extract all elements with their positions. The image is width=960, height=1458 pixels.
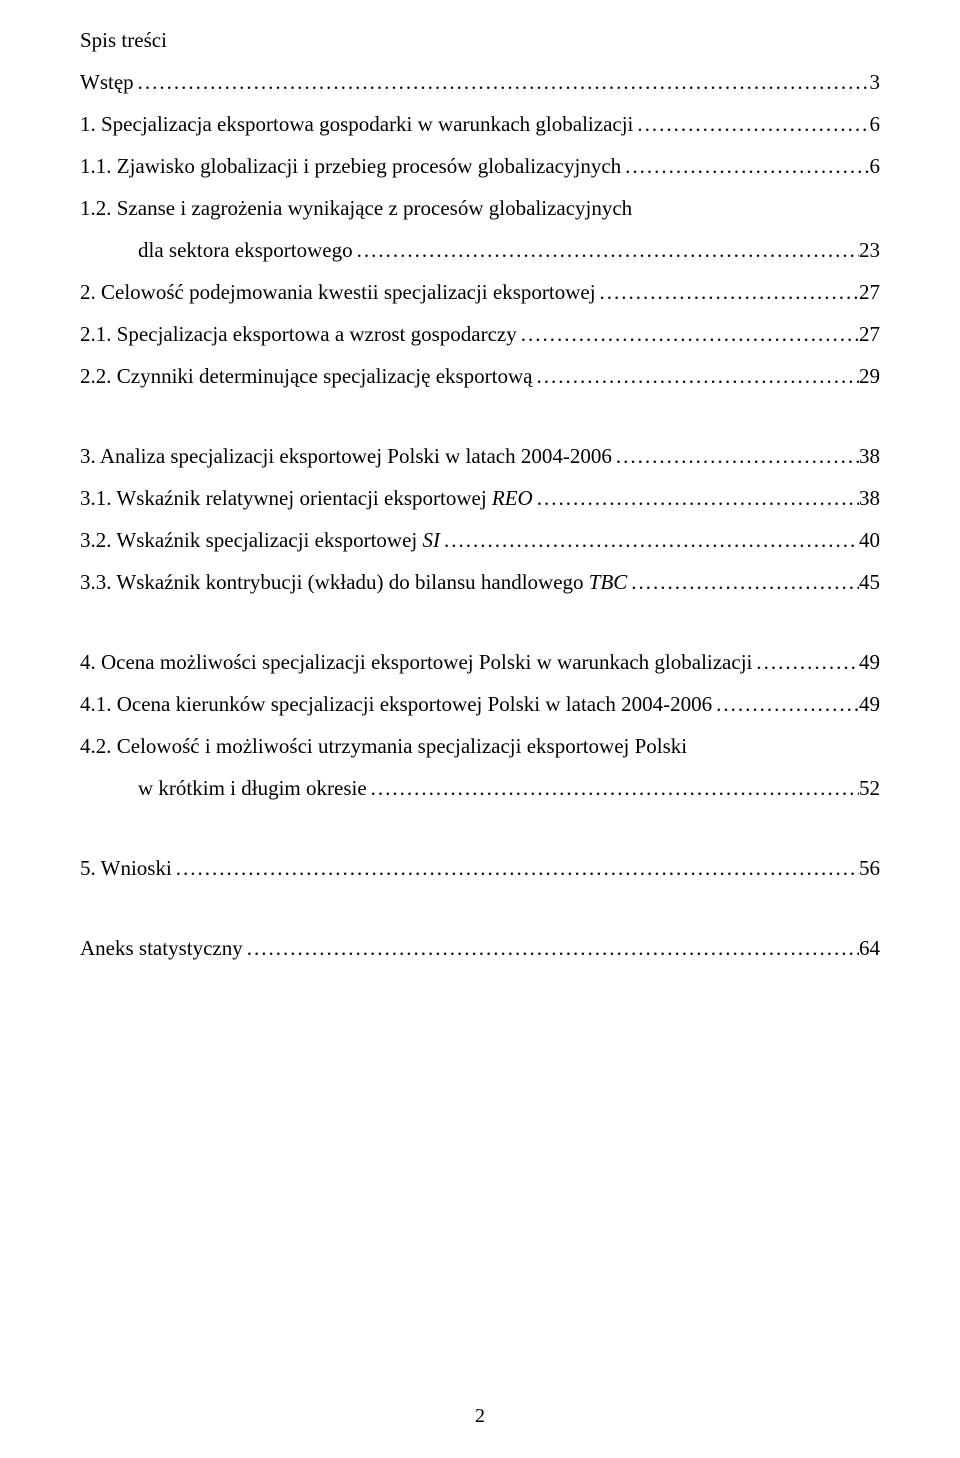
toc-entry: 2.1. Specjalizacja eksportowa a wzrost g… [80, 313, 880, 355]
toc-page-num: 3 [870, 61, 881, 103]
toc-label: w krótkim i długim okresie [138, 767, 367, 809]
toc-label-italic: REO [492, 486, 533, 510]
toc-label: 2. Celowość podejmowania kwestii specjal… [80, 271, 596, 313]
toc-leader-dots [353, 229, 859, 271]
toc-label-text: 3.3. Wskaźnik kontrybucji (wkładu) do bi… [80, 570, 589, 594]
toc-page-num: 49 [859, 641, 880, 683]
toc-label: dla sektora eksportowego [138, 229, 353, 271]
toc-entry: Aneks statystyczny 64 [80, 927, 880, 969]
toc-entry: 5. Wnioski 56 [80, 847, 880, 889]
toc-entry: 1. Specjalizacja eksportowa gospodarki w… [80, 103, 880, 145]
section-gap [80, 809, 880, 847]
section-gap [80, 889, 880, 927]
toc-entry: 4. Ocena możliwości specjalizacji ekspor… [80, 641, 880, 683]
toc-page-num: 52 [859, 767, 880, 809]
toc-label: 3.3. Wskaźnik kontrybucji (wkładu) do bi… [80, 561, 627, 603]
toc-page-num: 38 [859, 477, 880, 519]
toc-page-num: 56 [859, 847, 880, 889]
toc-label-italic: TBC [589, 570, 628, 594]
toc-label: Aneks statystyczny [80, 927, 243, 969]
section-gap [80, 397, 880, 435]
toc-entry: 3.1. Wskaźnik relatywnej orientacji eksp… [80, 477, 880, 519]
toc-leader-dots [533, 355, 860, 397]
toc-label: Wstęp [80, 61, 134, 103]
toc-label-italic: SI [423, 528, 441, 552]
toc-page-num: 38 [859, 435, 880, 477]
toc-entry-multiline-second: dla sektora eksportowego 23 [80, 229, 880, 271]
toc-page-num: 27 [859, 313, 880, 355]
toc-entry-multiline-first: 4.2. Celowość i możliwości utrzymania sp… [80, 725, 880, 767]
toc-entry: 1.1. Zjawisko globalizacji i przebieg pr… [80, 145, 880, 187]
toc-entry: 2. Celowość podejmowania kwestii specjal… [80, 271, 880, 313]
toc-entry-multiline-second: w krótkim i długim okresie 52 [80, 767, 880, 809]
toc-page-num: 45 [859, 561, 880, 603]
toc-entry: 3.3. Wskaźnik kontrybucji (wkładu) do bi… [80, 561, 880, 603]
toc-page-num: 40 [859, 519, 880, 561]
toc-label-text: 3.2. Wskaźnik specjalizacji eksportowej [80, 528, 423, 552]
toc-leader-dots [621, 145, 869, 187]
toc-label: 2.1. Specjalizacja eksportowa a wzrost g… [80, 313, 517, 355]
toc-leader-dots [367, 767, 859, 809]
toc-page-num: 29 [859, 355, 880, 397]
toc-entry: 3. Analiza specjalizacji eksportowej Pol… [80, 435, 880, 477]
toc-label: 1.1. Zjawisko globalizacji i przebieg pr… [80, 145, 621, 187]
toc-page-num: 6 [870, 103, 881, 145]
toc-leader-dots [517, 313, 859, 355]
toc-block-2: 3. Analiza specjalizacji eksportowej Pol… [80, 435, 880, 603]
toc-label-text: 3.1. Wskaźnik relatywnej orientacji eksp… [80, 486, 492, 510]
toc-page-num: 64 [859, 927, 880, 969]
toc-title: Spis treści [80, 28, 880, 53]
toc-block-4: 5. Wnioski 56 [80, 847, 880, 889]
toc-leader-dots [752, 641, 859, 683]
toc-label: 3.1. Wskaźnik relatywnej orientacji eksp… [80, 477, 533, 519]
toc-label: 4.1. Ocena kierunków specjalizacji ekspo… [80, 683, 712, 725]
toc-leader-dots [172, 847, 859, 889]
page-container: Spis treści Wstęp 3 1. Specjalizacja eks… [0, 0, 960, 1458]
toc-label: 3.2. Wskaźnik specjalizacji eksportowej … [80, 519, 440, 561]
toc-label: 3. Analiza specjalizacji eksportowej Pol… [80, 435, 612, 477]
toc-page-num: 27 [859, 271, 880, 313]
toc-entry-multiline-first: 1.2. Szanse i zagrożenia wynikające z pr… [80, 187, 880, 229]
toc-label-text: 3. Analiza specjalizacji eksportowej Pol… [80, 444, 612, 468]
toc-label: 5. Wnioski [80, 847, 172, 889]
toc-entry: Wstęp 3 [80, 61, 880, 103]
toc-entry: 4.1. Ocena kierunków specjalizacji ekspo… [80, 683, 880, 725]
toc-leader-dots [243, 927, 859, 969]
toc-entry: 2.2. Czynniki determinujące specjalizacj… [80, 355, 880, 397]
page-number: 2 [0, 1405, 960, 1428]
toc-label: 1. Specjalizacja eksportowa gospodarki w… [80, 103, 633, 145]
toc-leader-dots [712, 683, 859, 725]
toc-label: 2.2. Czynniki determinujące specjalizacj… [80, 355, 533, 397]
section-gap [80, 603, 880, 641]
toc-label: 4. Ocena możliwości specjalizacji ekspor… [80, 641, 752, 683]
toc-leader-dots [612, 435, 859, 477]
toc-block-5: Aneks statystyczny 64 [80, 927, 880, 969]
toc-leader-dots [627, 561, 859, 603]
toc-leader-dots [596, 271, 859, 313]
toc-block-1: Wstęp 3 1. Specjalizacja eksportowa gosp… [80, 61, 880, 397]
toc-page-num: 49 [859, 683, 880, 725]
toc-leader-dots [633, 103, 869, 145]
toc-leader-dots [533, 477, 859, 519]
toc-block-3: 4. Ocena możliwości specjalizacji ekspor… [80, 641, 880, 809]
toc-leader-dots [134, 61, 870, 103]
toc-leader-dots [440, 519, 859, 561]
toc-page-num: 6 [870, 145, 881, 187]
toc-entry: 3.2. Wskaźnik specjalizacji eksportowej … [80, 519, 880, 561]
toc-page-num: 23 [859, 229, 880, 271]
